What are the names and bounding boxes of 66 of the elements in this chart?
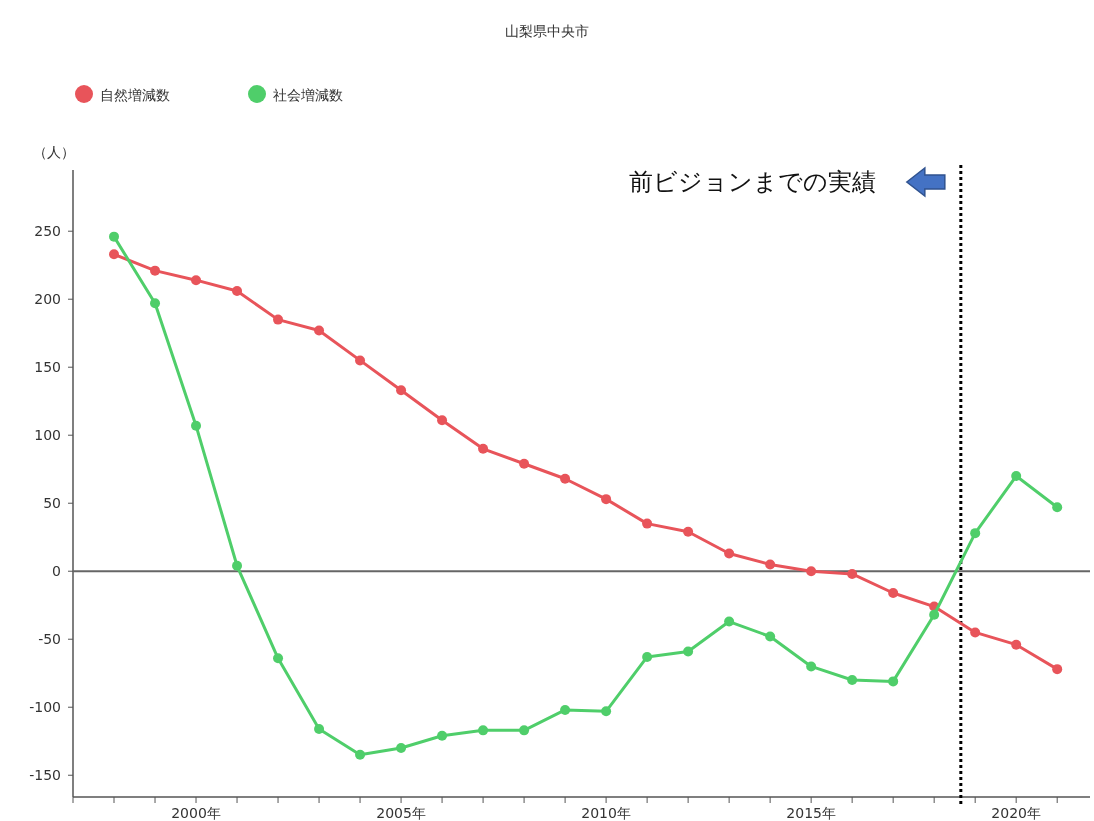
point [1011,471,1022,482]
point [273,653,284,664]
legend-label: 社会増減数 [273,87,343,103]
point [970,627,981,638]
point [806,566,817,577]
point [970,528,981,539]
y-tick-label: -150 [29,767,61,784]
point [765,559,776,570]
point [437,730,448,741]
y-tick-label: 50 [43,495,61,512]
y-tick-label: 0 [52,563,61,580]
y-tick-label: 200 [34,291,61,308]
point [273,314,284,325]
point [437,415,448,426]
point [355,355,366,366]
point [847,675,858,686]
point [519,458,530,469]
point [1052,502,1063,513]
point [560,704,571,715]
point [1052,664,1063,675]
x-tick-label: 2010年 [581,805,631,821]
point [314,724,325,734]
point [150,265,161,276]
point [478,443,489,454]
y-axis-title: （人） [33,144,75,160]
x-tick-label: 2000年 [171,805,221,821]
point [314,325,325,336]
y-tick-label: 100 [34,427,61,444]
point [191,420,202,431]
point [232,560,243,571]
point [724,616,735,627]
point [642,518,653,529]
x-tick-label: 2020年 [991,805,1042,821]
point [109,249,120,260]
point [519,725,530,736]
annotation: 前ビジョンまでの実績 [628,168,876,196]
point [847,568,858,579]
point [642,651,653,662]
point [1011,639,1022,650]
point [560,473,571,484]
y-tick-label: -100 [29,699,61,716]
point [396,743,407,754]
point [806,661,817,672]
chart-title: 山梨県中央市 [505,23,589,39]
y-tick-label: -50 [38,631,61,648]
point [601,494,612,505]
point [232,286,243,297]
point [683,646,694,657]
point [724,548,735,559]
point [765,631,776,642]
legend-label: 自然増減数 [100,87,170,103]
x-tick-label: 2015年 [786,805,836,821]
point [396,385,407,396]
point [601,706,612,717]
point [150,298,161,309]
point [355,749,366,760]
point [888,587,899,598]
point [683,526,694,537]
y-tick-label: 250 [34,223,61,240]
point [191,275,202,286]
y-tick-label: 150 [34,359,61,376]
point [109,231,120,242]
x-tick-label: 2005年 [376,805,426,821]
point [888,676,899,687]
point [929,609,940,620]
point [478,725,489,736]
